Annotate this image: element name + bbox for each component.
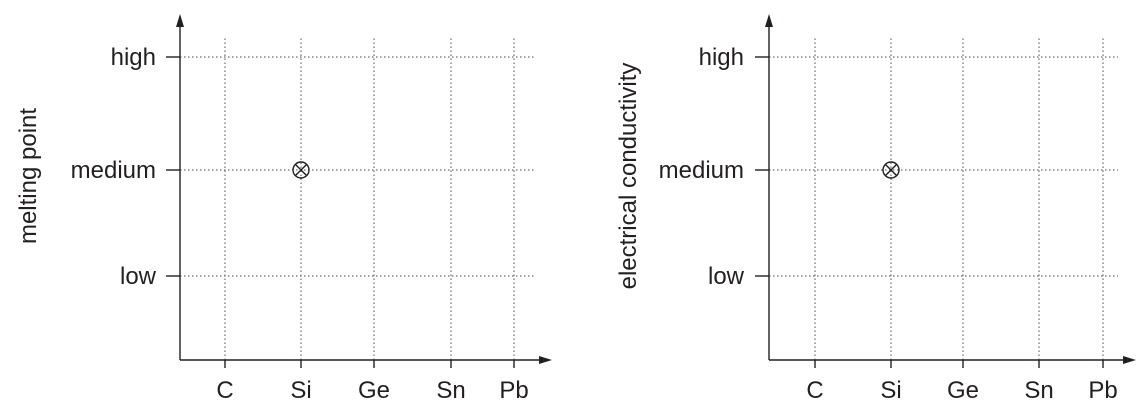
y-axis-arrow	[765, 14, 773, 27]
y-axis-arrow	[176, 14, 184, 27]
y-axis-title: electrical conductivity	[615, 63, 642, 290]
x-tick-label: C	[806, 377, 823, 404]
x-tick-label: Pb	[1088, 377, 1117, 404]
y-axis-title: melting point	[15, 108, 42, 244]
x-axis-arrow	[539, 356, 552, 364]
y-tick-label: medium	[71, 157, 156, 184]
x-tick-label: Sn	[436, 377, 465, 404]
x-axis-arrow	[1123, 356, 1136, 364]
data-point-marker	[882, 161, 900, 179]
x-tick-label: Ge	[947, 377, 979, 404]
y-tick-label: low	[120, 263, 157, 290]
x-tick-label: Si	[290, 377, 311, 404]
chart-panel-2: C Si Ge Sn Pb low medium high electrical conduct…	[615, 14, 1136, 404]
x-tick-label: C	[216, 377, 233, 404]
x-tick-label: Pb	[499, 377, 528, 404]
x-tick-label: Sn	[1024, 377, 1053, 404]
x-tick-label: Si	[880, 377, 901, 404]
y-tick-label: medium	[659, 157, 744, 184]
chart-panel-1: C Si Ge Sn Pb low medium high melting point	[15, 14, 552, 404]
y-tick-label: high	[111, 44, 156, 71]
y-tick-label: high	[699, 44, 744, 71]
data-point-marker	[292, 161, 310, 179]
x-tick-label: Ge	[358, 377, 390, 404]
y-tick-label: low	[708, 263, 745, 290]
